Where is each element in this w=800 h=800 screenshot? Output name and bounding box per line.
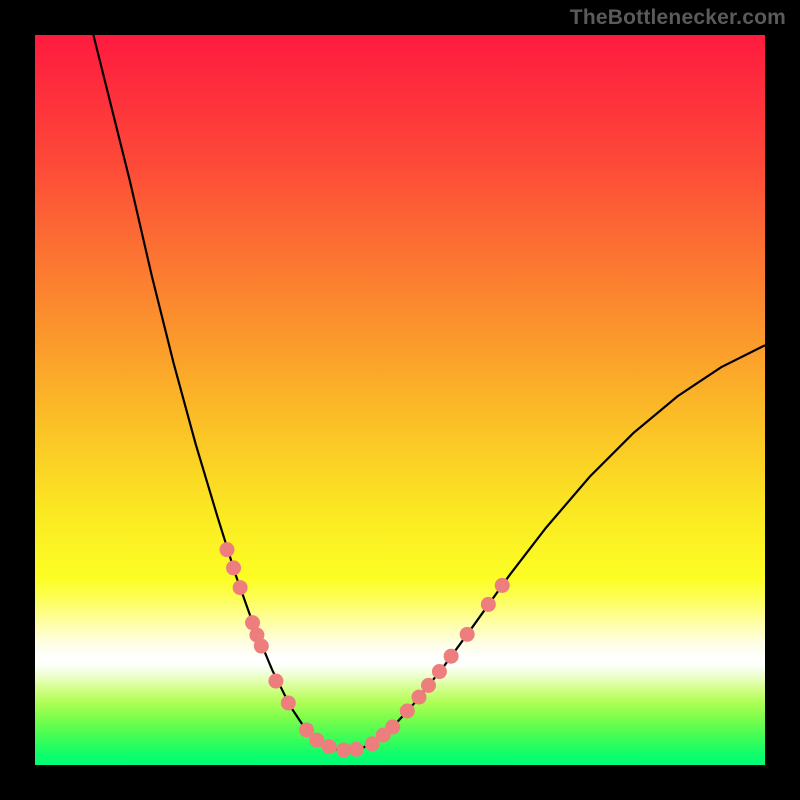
watermark-text: TheBottlenecker.com: [570, 6, 786, 30]
data-marker: [349, 742, 364, 757]
data-marker: [219, 542, 234, 557]
data-marker: [421, 678, 436, 693]
data-marker: [432, 664, 447, 679]
data-marker: [400, 703, 415, 718]
data-marker: [254, 639, 269, 654]
data-marker: [495, 578, 510, 593]
data-marker: [411, 690, 426, 705]
data-marker: [481, 597, 496, 612]
data-marker: [281, 695, 296, 710]
chart-frame: TheBottlenecker.com: [0, 0, 800, 800]
data-marker: [385, 720, 400, 735]
data-marker: [460, 627, 475, 642]
chart-svg: [35, 35, 765, 765]
data-marker: [226, 560, 241, 575]
data-marker: [268, 674, 283, 689]
data-marker: [322, 739, 337, 754]
plot-area: [35, 35, 765, 765]
data-marker: [233, 580, 248, 595]
data-marker: [444, 649, 459, 664]
gradient-rect: [35, 35, 765, 765]
